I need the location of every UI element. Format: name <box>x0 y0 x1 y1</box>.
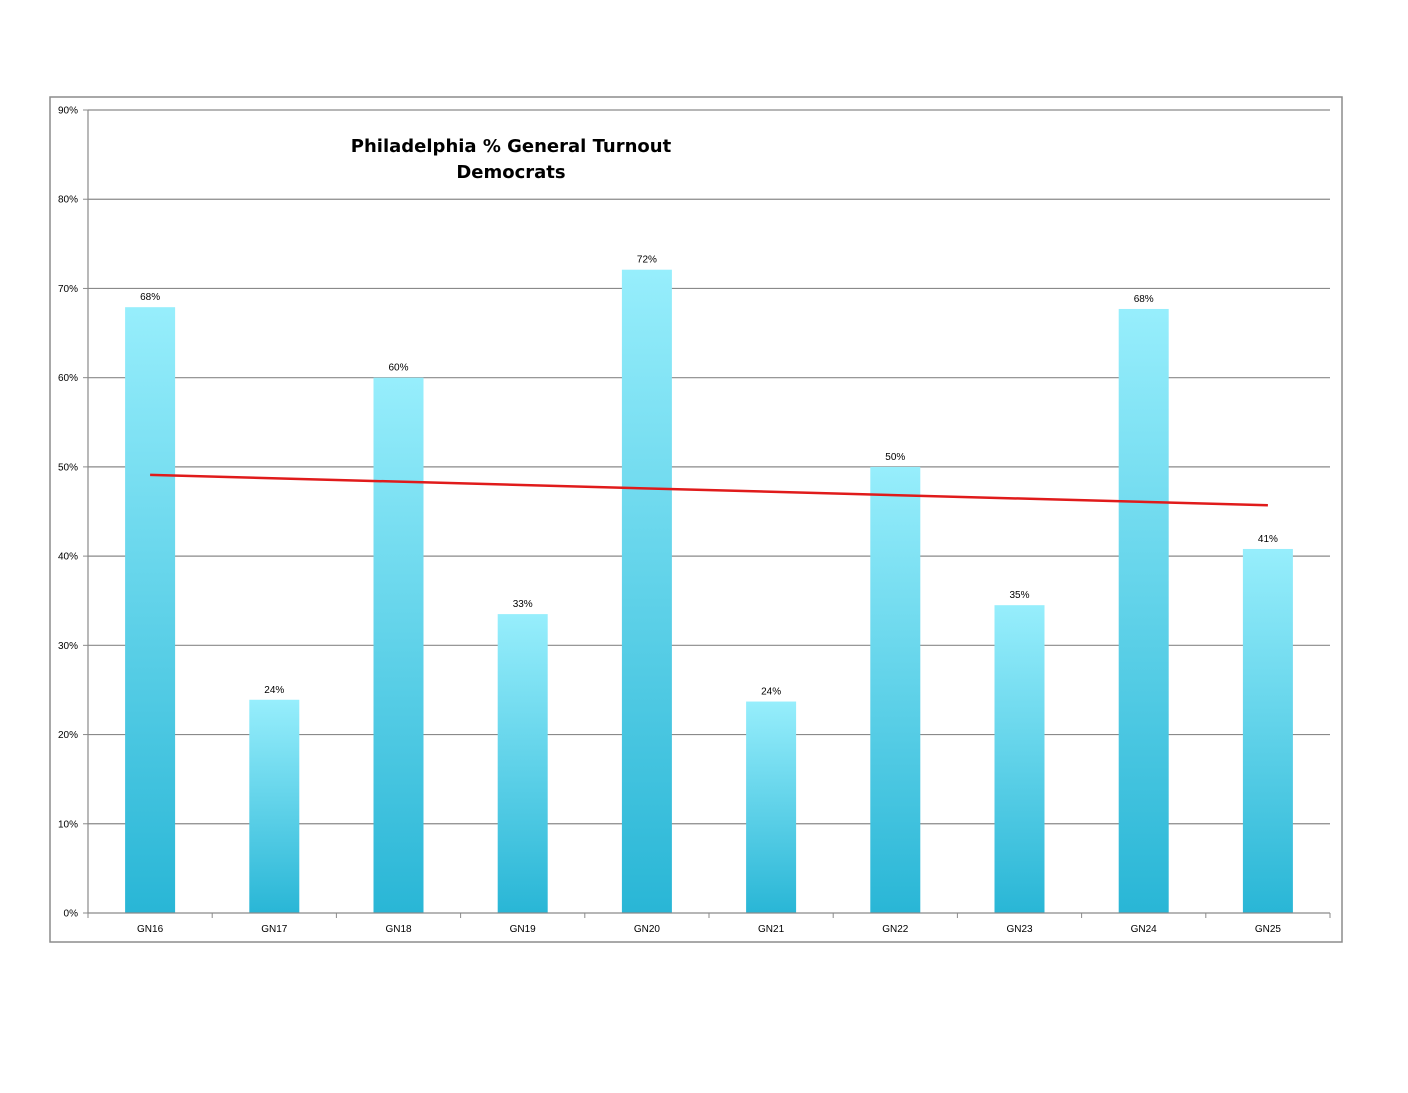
y-tick-label: 80% <box>58 195 78 206</box>
x-tick-label: GN18 <box>385 924 412 935</box>
y-tick-label: 50% <box>58 462 78 473</box>
bar-gn22 <box>870 466 921 913</box>
y-tick-label: 10% <box>58 819 78 830</box>
y-tick-label: 40% <box>58 552 78 563</box>
x-tick-label: GN17 <box>261 924 288 935</box>
y-tick-label: 70% <box>58 284 78 295</box>
bar-gn17 <box>249 699 300 913</box>
data-label-gn23: 35% <box>1009 590 1029 601</box>
x-tick-label: GN19 <box>510 924 537 935</box>
y-tick-label: 0% <box>64 909 79 920</box>
data-label-gn22: 50% <box>885 452 905 463</box>
x-tick-label: GN24 <box>1131 924 1158 935</box>
y-tick-label: 90% <box>58 106 78 117</box>
y-tick-label: 60% <box>58 373 78 384</box>
chart-title: Philadelphia % General Turnout <box>351 136 672 157</box>
bar-gn18 <box>373 377 424 914</box>
y-tick-label: 20% <box>58 730 78 741</box>
bar-gn23 <box>994 605 1045 913</box>
bar-gn20 <box>621 269 672 913</box>
x-tick-label: GN21 <box>758 924 785 935</box>
data-label-gn25: 41% <box>1258 534 1278 545</box>
x-tick-label: GN25 <box>1255 924 1282 935</box>
y-tick-label: 30% <box>58 641 78 652</box>
data-label-gn18: 60% <box>388 363 408 374</box>
bar-gn19 <box>497 614 548 913</box>
data-label-gn17: 24% <box>264 685 284 696</box>
data-label-gn20: 72% <box>637 255 657 266</box>
bar-gn16 <box>125 307 176 913</box>
axes: 0% 10% 20% 30% 40% 50% 60% 70% 80% 90% GN16 GN17 GN1… <box>58 106 1331 935</box>
data-label-gn24: 68% <box>1134 294 1154 305</box>
trendline-line <box>150 473 1268 507</box>
trendline <box>150 473 1268 507</box>
data-label-gn19: 33% <box>513 599 533 610</box>
data-labels: 68% 24% 60% 33% 72% 24% 50% 35% 68% 41% <box>140 255 1278 698</box>
x-tick-label: GN23 <box>1006 924 1033 935</box>
data-label-gn16: 68% <box>140 292 160 303</box>
bar-gn21 <box>746 701 797 913</box>
x-tick-label: GN20 <box>634 924 661 935</box>
bar-gn25 <box>1242 548 1293 913</box>
data-label-gn21: 24% <box>761 687 781 698</box>
x-tick-label: GN22 <box>882 924 909 935</box>
chart-subtitle: Democrats <box>456 162 565 183</box>
x-tick-label: GN16 <box>137 924 164 935</box>
bar-gn24 <box>1118 308 1169 913</box>
bars <box>125 269 1293 914</box>
